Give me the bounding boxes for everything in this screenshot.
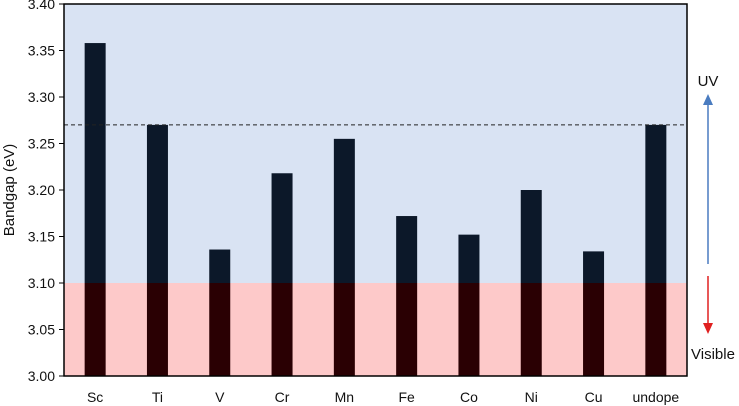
bar-v — [209, 249, 231, 283]
x-tick-label: Ni — [525, 389, 538, 405]
y-tick-label: 3.10 — [28, 275, 55, 291]
bar-cu-visible-part — [583, 283, 605, 376]
x-tick-label: Ti — [152, 389, 163, 405]
bar-cu — [583, 251, 605, 283]
uv-arrow-icon — [703, 94, 713, 264]
x-tick-label: V — [215, 389, 225, 405]
x-tick-label: Co — [460, 389, 478, 405]
visible-arrow-icon — [703, 276, 713, 334]
y-tick-label: 3.05 — [28, 322, 55, 338]
y-tick-label: 3.25 — [28, 136, 55, 152]
y-tick-label: 3.35 — [28, 43, 55, 59]
bar-mn-visible-part — [333, 283, 355, 376]
y-tick-label: 3.00 — [28, 368, 55, 384]
bar-fe-visible-part — [396, 283, 418, 376]
x-tick-label: Mn — [335, 389, 354, 405]
visible-region-label: Visible — [691, 346, 735, 363]
y-axis-title: Bandgap (eV) — [1, 144, 18, 237]
bar-undope — [645, 124, 667, 284]
x-tick-label: Cu — [585, 389, 603, 405]
bar-co-visible-part — [458, 283, 480, 376]
bar-ti-visible-part — [146, 283, 168, 376]
bar-co — [458, 234, 480, 283]
y-tick-label: 3.30 — [28, 89, 55, 105]
x-axis: Sc Ti V Cr Mn Fe Co Ni Cu undope — [87, 389, 679, 405]
bar-ni — [520, 190, 542, 283]
bar-sc-visible-part — [84, 283, 106, 376]
bar-cr-visible-part — [271, 283, 293, 376]
y-axis: 3.00 3.05 3.10 3.15 3.20 3.25 3.30 3.35 3.40 — [28, 0, 64, 384]
x-tick-label: Sc — [87, 389, 103, 405]
bar-mn — [333, 138, 355, 283]
bar-ti — [146, 124, 168, 284]
y-tick-label: 3.15 — [28, 229, 55, 245]
uv-region-label: UV — [698, 73, 719, 90]
bar-cr — [271, 173, 293, 283]
bars-group — [84, 43, 667, 376]
bar-fe — [396, 216, 418, 283]
x-tick-label: Cr — [275, 389, 290, 405]
bar-undope-visible-part — [645, 283, 667, 376]
x-tick-label: undope — [632, 389, 679, 405]
bar-sc — [84, 43, 106, 284]
bar-v-visible-part — [209, 283, 231, 376]
x-tick-label: Fe — [398, 389, 415, 405]
bar-ni-visible-part — [520, 283, 542, 376]
y-tick-label: 3.20 — [28, 182, 55, 198]
y-tick-label: 3.40 — [28, 0, 55, 12]
